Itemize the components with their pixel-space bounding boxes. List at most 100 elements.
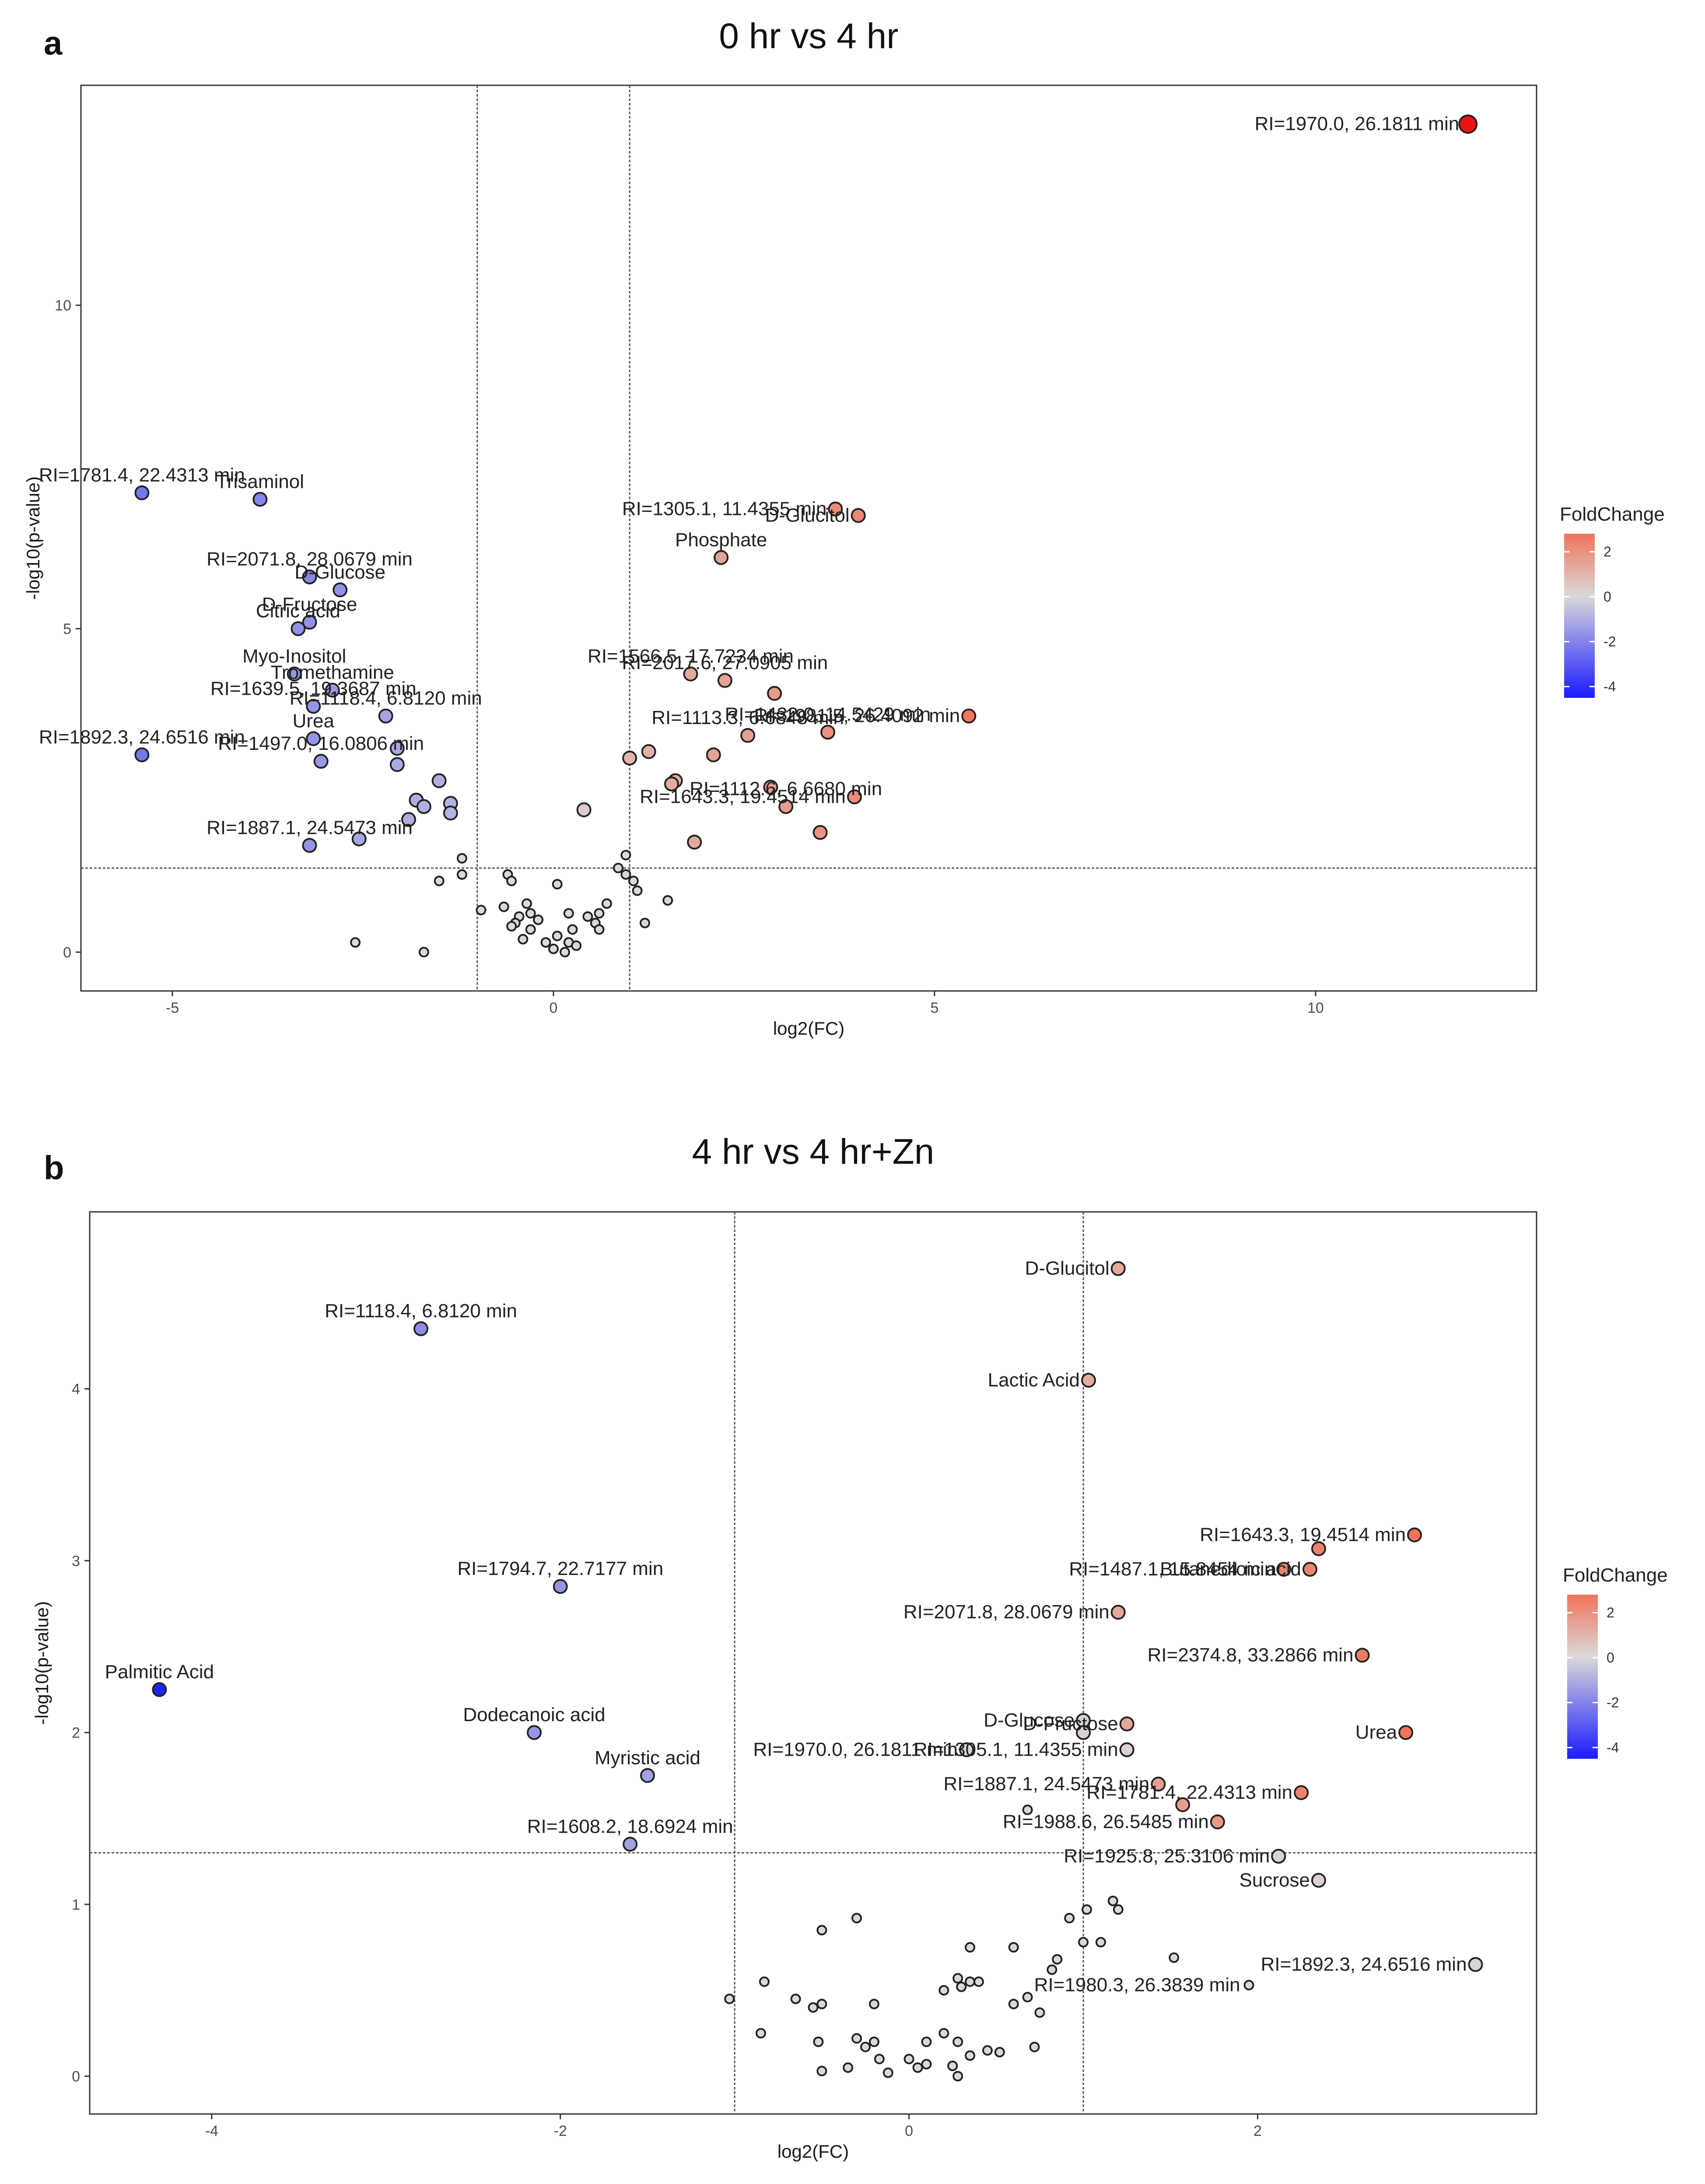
data-point — [1047, 1964, 1057, 1975]
data-point — [1113, 1904, 1124, 1915]
data-point — [389, 757, 405, 772]
data-point — [622, 750, 637, 766]
data-point — [350, 937, 361, 948]
data-point — [1107, 1895, 1118, 1906]
data-point — [1081, 1372, 1096, 1388]
data-point — [921, 2059, 932, 2070]
plot-frame — [80, 84, 1537, 992]
data-point — [912, 2062, 923, 2073]
data-point — [1034, 2007, 1045, 2018]
data-point — [553, 1579, 568, 1594]
y-tick-label: 1 — [72, 1897, 80, 1913]
data-point — [965, 1976, 976, 1987]
data-point — [808, 2002, 819, 2013]
data-point — [1151, 1776, 1166, 1792]
data-point — [291, 621, 306, 636]
data-point — [413, 1321, 429, 1337]
point-label: RI=1608.2, 18.6924 min — [527, 1816, 733, 1837]
y-tick-label: 10 — [55, 298, 71, 314]
point-label: Urea — [293, 710, 335, 732]
data-point — [816, 1925, 827, 1936]
data-point — [401, 812, 417, 827]
data-point — [1311, 1872, 1326, 1888]
point-label: RI=1970.0, 26.1811 min — [1255, 113, 1460, 135]
data-point — [302, 615, 317, 630]
data-point — [1110, 1261, 1126, 1276]
data-point — [938, 2028, 949, 2039]
point-label: Sucrose — [1239, 1869, 1310, 1891]
data-point — [947, 2061, 958, 2072]
x-tick-label: 5 — [930, 1000, 938, 1016]
data-point — [851, 508, 866, 523]
data-point — [620, 869, 631, 880]
data-point — [134, 747, 150, 763]
data-point — [740, 728, 756, 743]
data-point — [1294, 1785, 1309, 1800]
data-point — [576, 802, 592, 817]
data-point — [961, 708, 977, 724]
data-point — [759, 1976, 770, 1987]
data-point — [874, 2054, 885, 2065]
data-point — [594, 924, 605, 935]
x-axis-label: log2(FC) — [773, 1018, 844, 1039]
data-point — [456, 853, 467, 864]
data-point — [434, 875, 445, 886]
point-label: Butanedioic acid — [1160, 1558, 1301, 1580]
point-label: RI=1892.3, 24.6516 min — [39, 726, 245, 748]
data-point — [1302, 1561, 1318, 1577]
plot-frame — [89, 1211, 1537, 2115]
panel-letter: a — [44, 25, 63, 62]
data-point — [662, 895, 673, 906]
data-point — [525, 908, 536, 919]
point-label: D-Glucitol — [1025, 1258, 1110, 1279]
data-point — [820, 724, 836, 740]
x-tick-label: 0 — [550, 1000, 558, 1016]
data-point — [632, 885, 643, 896]
data-point — [416, 799, 431, 814]
point-label: RI=1487.1, 15.8454 min — [1069, 1558, 1275, 1580]
point-label: RI=1988.6, 26.5485 min — [1003, 1811, 1209, 1832]
x-tick-label: 2 — [1253, 2123, 1262, 2139]
data-point — [828, 501, 843, 517]
data-point — [506, 921, 517, 932]
data-point — [506, 875, 517, 886]
data-point — [498, 901, 509, 912]
data-point — [1407, 1527, 1422, 1543]
point-label: D-Fructose — [262, 594, 357, 615]
data-point — [134, 485, 150, 500]
data-point — [1458, 114, 1478, 134]
x-tick-label: -2 — [554, 2123, 567, 2139]
data-point — [1271, 1848, 1286, 1864]
data-point — [965, 1942, 976, 1953]
data-point — [567, 924, 578, 935]
data-point — [717, 673, 732, 688]
data-point — [640, 1768, 655, 1783]
point-label: Tromethamine — [271, 662, 394, 683]
data-point — [860, 2041, 871, 2052]
data-point — [620, 850, 631, 861]
point-label: RI=1112.6, 6.6680 min — [690, 778, 882, 800]
data-point — [956, 1981, 967, 1992]
data-point — [152, 1682, 167, 1697]
point-label: RI=1305.1, 11.4355 min — [914, 1739, 1118, 1760]
data-point — [389, 741, 405, 756]
data-point — [351, 831, 367, 847]
point-label: Dodecanoic acid — [463, 1704, 605, 1726]
data-point — [1355, 1648, 1370, 1663]
point-label: RI=1643.3, 19.4514 min — [1200, 1524, 1406, 1545]
x-axis-label: log2(FC) — [777, 2141, 849, 2162]
point-label: Citric acid — [256, 600, 340, 622]
data-point — [1243, 1980, 1254, 1991]
data-point — [1029, 2041, 1040, 2052]
data-point — [306, 699, 321, 714]
data-point — [613, 863, 624, 874]
data-point — [851, 1913, 862, 1924]
data-point — [601, 898, 612, 909]
point-label: RI=1781.4, 22.4313 min — [39, 465, 245, 486]
data-point — [641, 744, 656, 759]
point-label: RI=2017.6, 27.0905 min — [622, 652, 828, 673]
point-label: RI=1305.1, 11.4355 min — [622, 498, 827, 519]
data-point — [560, 947, 571, 958]
data-point — [959, 1742, 974, 1757]
data-point — [1052, 1954, 1063, 1965]
